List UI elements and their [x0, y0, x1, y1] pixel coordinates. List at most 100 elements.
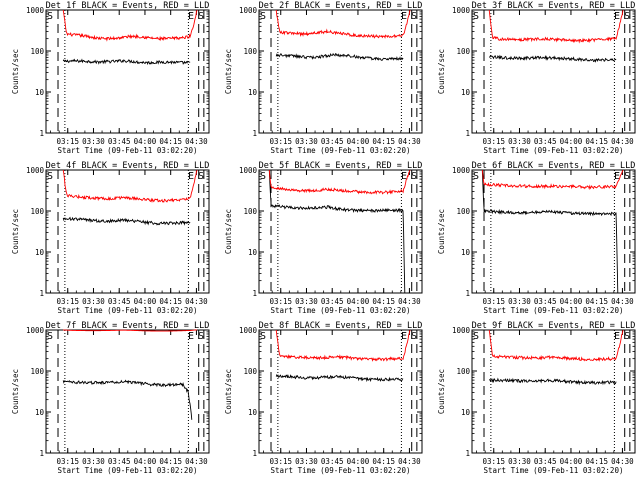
y-tick-label: 1000 [26, 166, 45, 175]
start-marker-label: S [473, 331, 479, 342]
detector-panel: Det 4f BLACK = Events, RED = LLD 1 10 100 10… [11, 161, 210, 315]
y-tick-label: 100 [243, 47, 257, 56]
y-tick-label: 1000 [26, 326, 45, 335]
events-series-line [481, 169, 619, 294]
y-tick-label: 1000 [452, 6, 471, 15]
x-axis-label: Start Time (09-Feb-11 03:02:20) [58, 146, 198, 155]
x-tick-label: 04:15 [372, 457, 395, 466]
x-tick-label: 03:15 [56, 137, 79, 146]
x-axis-label: Start Time (09-Feb-11 03:02:20) [484, 466, 624, 475]
y-tick-label: 1 [39, 129, 44, 138]
y-tick-label: 10 [461, 408, 471, 417]
plot-frame [471, 9, 636, 134]
x-axis-label: Start Time (09-Feb-11 03:02:20) [484, 146, 624, 155]
x-axis-label: Start Time (09-Feb-11 03:02:20) [271, 306, 411, 315]
plot-frame [258, 9, 423, 134]
panel-title: Det 6f BLACK = Events, RED = LLD [472, 161, 636, 171]
y-tick-label: 1000 [26, 6, 45, 15]
detector-panel: Det 7f BLACK = Events, RED = LLD 1 10 100 10… [11, 321, 210, 475]
panel-title: Det 5f BLACK = Events, RED = LLD [259, 161, 423, 171]
y-tick-label: 1000 [239, 6, 258, 15]
detector-panel: Det 3f BLACK = Events, RED = LLD 1 10 100 10… [437, 1, 636, 155]
y-tick-label: 1000 [452, 326, 471, 335]
x-tick-label: 03:15 [482, 137, 505, 146]
lld-series-line [275, 329, 411, 362]
x-tick-label: 03:15 [269, 297, 292, 306]
y-tick-label: 1 [465, 449, 470, 458]
x-tick-label: 03:30 [508, 457, 531, 466]
x-axis-label: Start Time (09-Feb-11 03:02:20) [271, 466, 411, 475]
x-tick-label: 04:00 [134, 457, 157, 466]
y-tick-label: 1 [252, 129, 257, 138]
end-marker-label: E [401, 331, 407, 342]
saa-marker-label: S [411, 331, 417, 342]
lld-series-line [63, 329, 197, 332]
saa-marker-label: S [198, 11, 204, 22]
y-axis-label: Counts/sec [224, 209, 233, 254]
x-tick-label: 04:30 [398, 457, 421, 466]
x-tick-label: 03:30 [295, 457, 318, 466]
end-marker-label: E [614, 11, 620, 22]
x-tick-label: 03:30 [295, 297, 318, 306]
y-tick-label: 100 [243, 367, 257, 376]
x-tick-label: 04:00 [134, 137, 157, 146]
x-tick-label: 04:15 [159, 137, 182, 146]
lld-series-line [488, 329, 624, 362]
x-tick-label: 03:45 [534, 297, 557, 306]
events-series-line [488, 377, 617, 386]
start-marker-label: S [47, 171, 53, 182]
y-axis-label: Counts/sec [437, 369, 446, 414]
x-tick-label: 03:30 [82, 137, 105, 146]
saa-marker-label: S [624, 171, 630, 182]
panel-title: Det 2f BLACK = Events, RED = LLD [259, 1, 423, 11]
lld-series-line [62, 9, 198, 42]
plot-frame [258, 169, 423, 294]
plot-frame [471, 329, 636, 454]
end-marker-label: E [614, 171, 620, 182]
y-axis-label: Counts/sec [11, 369, 20, 414]
start-marker-label: S [47, 11, 53, 22]
x-tick-label: 04:00 [560, 137, 583, 146]
y-tick-label: 10 [35, 88, 45, 97]
events-series-line [62, 216, 191, 226]
x-tick-label: 04:00 [347, 137, 370, 146]
end-marker-label: E [401, 11, 407, 22]
x-tick-label: 04:15 [372, 137, 395, 146]
y-tick-label: 100 [456, 47, 470, 56]
y-tick-label: 1 [39, 289, 44, 298]
y-tick-label: 1 [465, 129, 470, 138]
x-tick-label: 04:00 [560, 457, 583, 466]
plot-frame [45, 169, 210, 294]
x-tick-label: 04:00 [134, 297, 157, 306]
y-tick-label: 100 [30, 367, 44, 376]
lld-series-line [275, 9, 411, 39]
x-tick-label: 03:15 [269, 457, 292, 466]
x-axis-label: Start Time (09-Feb-11 03:02:20) [484, 306, 624, 315]
x-tick-label: 04:30 [398, 297, 421, 306]
lld-series-line [488, 9, 624, 44]
y-axis-label: Counts/sec [11, 49, 20, 94]
end-marker-label: E [614, 331, 620, 342]
panel-title: Det 7f BLACK = Events, RED = LLD [46, 321, 210, 331]
y-tick-label: 10 [461, 248, 471, 257]
y-axis-label: Counts/sec [224, 369, 233, 414]
x-tick-label: 04:30 [398, 137, 421, 146]
start-marker-label: S [47, 331, 53, 342]
end-marker-label: E [188, 11, 194, 22]
y-tick-label: 10 [248, 248, 258, 257]
events-series-line [268, 169, 406, 294]
saa-marker-label: S [411, 171, 417, 182]
x-tick-label: 03:15 [482, 297, 505, 306]
x-tick-label: 03:15 [482, 457, 505, 466]
x-axis-label: Start Time (09-Feb-11 03:02:20) [271, 146, 411, 155]
x-tick-label: 04:00 [347, 297, 370, 306]
end-marker-label: E [188, 331, 194, 342]
end-marker-label: E [401, 171, 407, 182]
x-tick-label: 03:30 [508, 137, 531, 146]
x-tick-label: 04:30 [611, 137, 634, 146]
y-axis-label: Counts/sec [437, 49, 446, 94]
start-marker-label: S [260, 171, 266, 182]
x-tick-label: 03:45 [321, 137, 344, 146]
y-tick-label: 100 [456, 207, 470, 216]
